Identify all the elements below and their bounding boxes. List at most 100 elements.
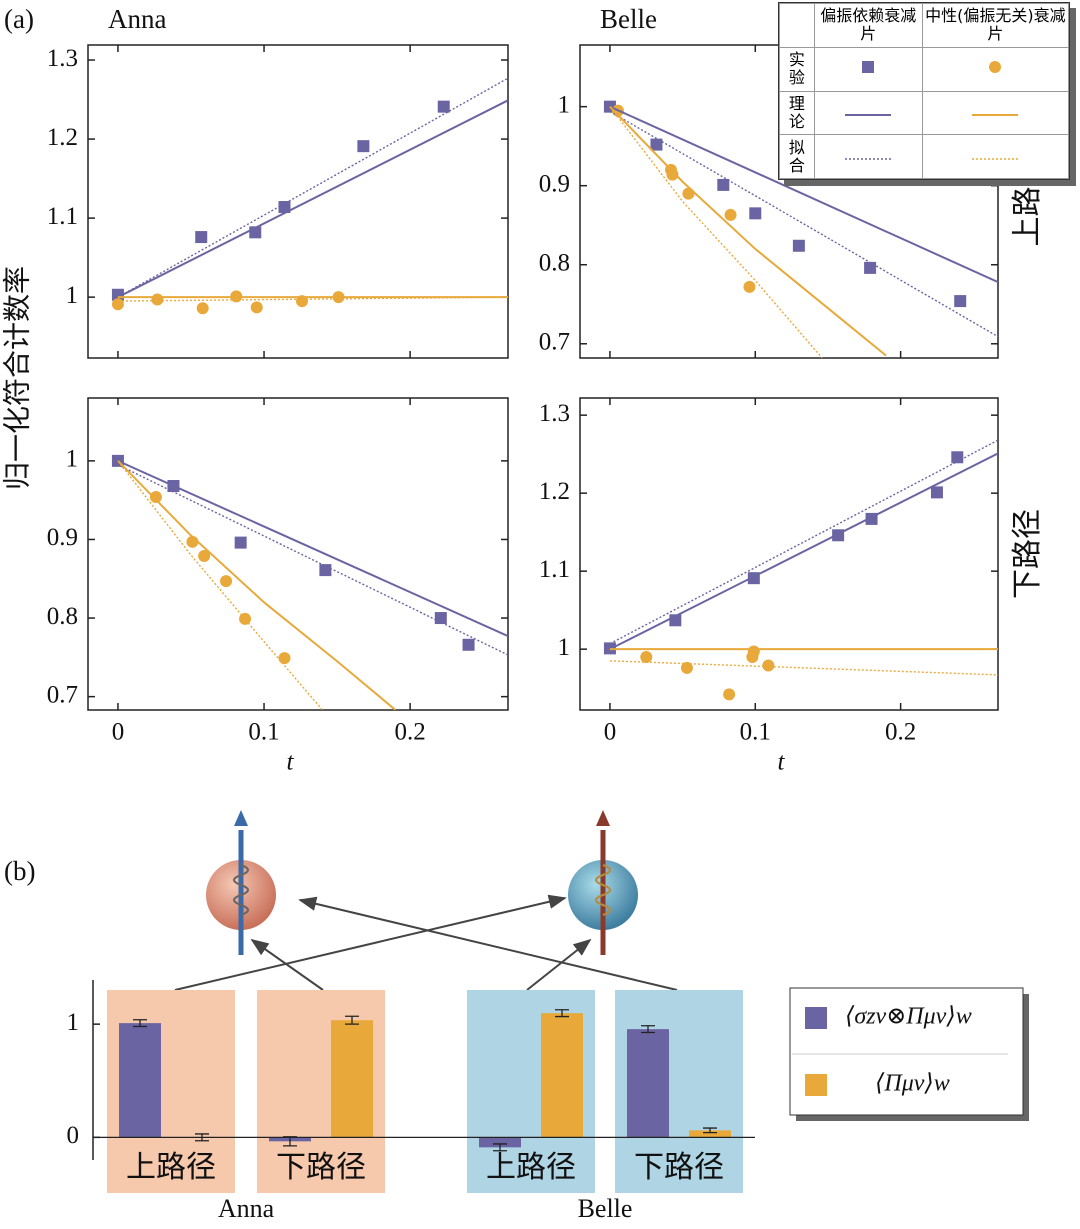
line	[609, 105, 998, 284]
error-bar	[345, 1015, 359, 1025]
plot-frame	[87, 44, 509, 359]
row-label: 下路径	[1011, 509, 1044, 599]
legend-box	[789, 987, 1024, 1116]
square-marker	[437, 100, 450, 113]
y-tick-label: 1.2	[539, 478, 570, 505]
bar	[541, 1013, 583, 1138]
line	[117, 459, 508, 638]
line	[117, 464, 508, 656]
circle-marker	[278, 652, 291, 665]
legend-row: 实验	[779, 46, 815, 92]
legend-symbol	[845, 113, 892, 116]
square-marker	[434, 612, 447, 625]
legend-column: 中性(偏振无关)衰减片	[921, 3, 1070, 48]
legend-swatch	[805, 1007, 827, 1029]
x-tick-label: 0.2	[394, 719, 425, 746]
x-axis-label: t	[287, 749, 295, 776]
y-tick-label: 1.3	[47, 45, 78, 72]
x-tick-label: 上路径	[126, 1151, 216, 1184]
y-tick-label: 1	[67, 1009, 80, 1036]
circle-marker	[680, 661, 693, 674]
circle-marker	[196, 302, 209, 315]
circle-marker	[198, 549, 211, 562]
y-tick-label: 0.8	[539, 249, 570, 276]
x-tick-label: 0.1	[740, 719, 771, 746]
square-marker	[357, 140, 370, 153]
circle-marker	[151, 293, 164, 306]
line	[609, 452, 998, 651]
square-marker	[234, 536, 247, 549]
spin-illustration	[206, 810, 638, 955]
y-tick-label: 1	[66, 446, 79, 473]
panel-label: (a)	[4, 4, 34, 34]
group-label: Anna	[218, 1194, 275, 1223]
square-marker	[462, 638, 475, 651]
y-tick-label: 1	[66, 282, 79, 309]
plot-frame	[579, 397, 999, 711]
y-tick-label: 1.2	[47, 124, 78, 151]
y-axis-label: 归一化符合计数率	[1, 266, 33, 490]
square-marker	[864, 261, 877, 274]
y-tick-label: 0.9	[539, 170, 570, 197]
arrows	[174, 894, 678, 991]
y-tick-label: 0.8	[47, 603, 78, 630]
error-bar	[493, 1143, 507, 1152]
plot-content	[603, 439, 998, 701]
x-tick-label: 下路径	[276, 1151, 366, 1184]
error-bar	[641, 1025, 655, 1034]
legend-symbol	[845, 157, 892, 160]
y-tick-label: 1.3	[539, 400, 570, 427]
legend-label: ⟨Πμν⟩w	[875, 1071, 950, 1097]
circle-marker	[743, 280, 756, 293]
bar	[331, 1020, 373, 1138]
circle-marker	[250, 301, 263, 314]
legend-symbol	[972, 113, 1019, 116]
y-tick-label: 1.1	[539, 556, 570, 583]
circle-marker	[220, 575, 233, 588]
y-tick-label: 0.9	[47, 524, 78, 551]
square-marker	[319, 564, 332, 577]
legend-label: ⟨σzν⊗Πμν⟩w	[845, 1004, 972, 1030]
plot-frame	[87, 397, 509, 711]
legend-symbol	[862, 61, 875, 74]
error-bar	[555, 1009, 569, 1018]
circle-marker	[747, 645, 760, 658]
circle-marker	[149, 491, 162, 504]
line	[117, 99, 508, 299]
x-tick-label: 0	[604, 719, 617, 746]
circle-marker	[762, 659, 775, 672]
circle-marker	[640, 650, 653, 663]
error-bar	[703, 1127, 717, 1134]
plot-content	[111, 77, 508, 315]
x-tick-label: 0	[112, 719, 125, 746]
line	[117, 460, 397, 710]
legend-symbol	[989, 61, 1002, 74]
circle-marker	[723, 688, 736, 701]
circle-marker	[111, 298, 124, 311]
line	[117, 460, 324, 710]
y-tick-label: 1	[558, 91, 571, 118]
square-marker	[792, 239, 805, 252]
bar	[119, 1023, 161, 1138]
circle-marker	[239, 612, 252, 625]
line	[609, 105, 887, 357]
y-tick-label: 1	[558, 634, 571, 661]
line	[609, 439, 998, 645]
legend-symbol	[972, 157, 1019, 160]
legend-swatch	[805, 1074, 827, 1096]
y-tick-label: 0	[67, 1122, 80, 1149]
plot-content	[111, 454, 508, 710]
bar	[479, 1137, 521, 1148]
plot-content	[603, 100, 998, 358]
square-marker	[650, 138, 663, 151]
square-marker	[930, 486, 943, 499]
panel-label: (b)	[4, 856, 35, 886]
legend-row: 理论	[779, 90, 815, 136]
x-tick-label: 上路径	[486, 1151, 576, 1184]
legend-column: 偏振依赖衰减片	[813, 3, 923, 48]
bar	[627, 1029, 669, 1138]
x-axis-label: t	[778, 749, 786, 776]
circle-marker	[724, 208, 737, 221]
line	[609, 660, 998, 676]
